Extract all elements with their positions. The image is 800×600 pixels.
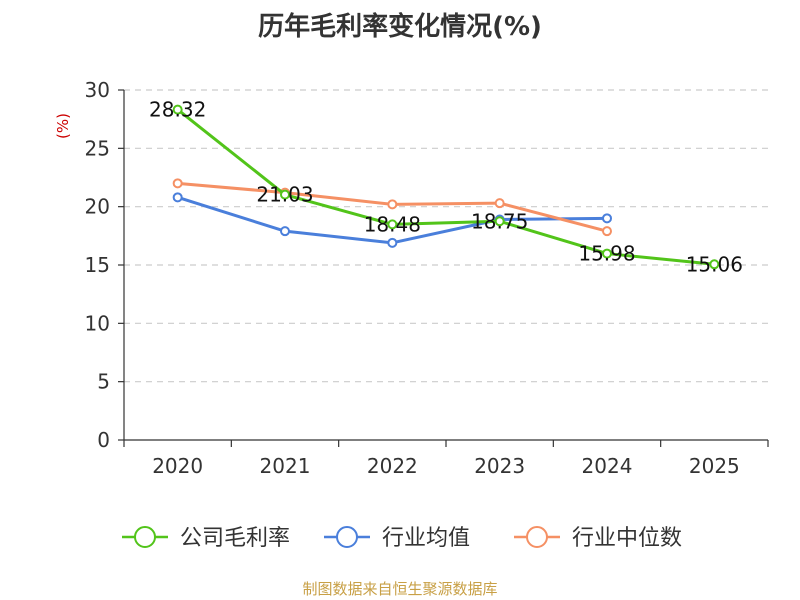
y-axis-unit-label: (%) bbox=[54, 113, 72, 139]
data-point-s1-2021 bbox=[280, 226, 290, 237]
legend-label-1: 行业均值 bbox=[382, 526, 470, 551]
x-tick-label-2021: 2021 bbox=[260, 454, 311, 478]
x-tick-label-2023: 2023 bbox=[474, 454, 525, 478]
y-tick-label-15: 15 bbox=[85, 253, 110, 277]
data-point-s0-2023 bbox=[494, 216, 505, 227]
series-line-0 bbox=[176, 108, 715, 266]
data-point-s2-2022 bbox=[387, 199, 398, 210]
x-tick-label-2024: 2024 bbox=[582, 454, 633, 478]
series-lines bbox=[172, 104, 720, 270]
data-point-s1-2024 bbox=[602, 213, 612, 224]
legend-label-0: 公司毛利率 bbox=[180, 526, 290, 551]
data-point-s2-2024 bbox=[602, 226, 612, 237]
grid-lines bbox=[124, 89, 768, 383]
data-point-s0-2020 bbox=[172, 104, 183, 115]
y-tick-label-30: 30 bbox=[85, 78, 110, 102]
x-tick-label-2025: 2025 bbox=[689, 454, 740, 478]
data-point-s0-2024 bbox=[602, 248, 612, 259]
x-tick-label-2022: 2022 bbox=[367, 454, 418, 478]
y-tick-label-0: 0 bbox=[97, 428, 110, 452]
legend-marker-2 bbox=[526, 526, 548, 548]
data-labels: 28.32 21.03 18.48 18.75 15.98 15.06 bbox=[149, 98, 743, 277]
data-point-s1-2022 bbox=[387, 237, 398, 248]
data-point-s0-2022 bbox=[387, 219, 398, 230]
legend-label-2: 行业中位数 bbox=[572, 526, 682, 551]
chart-title: 历年毛利率变化情况(%) bbox=[258, 12, 542, 42]
x-tick-label-2020: 2020 bbox=[152, 454, 203, 478]
data-label-2024: 15.98 bbox=[578, 242, 635, 266]
data-label-2023: 18.75 bbox=[471, 209, 528, 233]
data-label-2022: 18.48 bbox=[364, 212, 421, 236]
y-tick-label-25: 25 bbox=[85, 136, 110, 160]
data-point-s2-2020 bbox=[172, 178, 183, 189]
legend-marker-1 bbox=[336, 526, 358, 548]
data-point-s1-2020 bbox=[172, 192, 183, 203]
source-note: 制图数据来自恒生聚源数据库 bbox=[302, 580, 498, 598]
y-tick-label-5: 5 bbox=[97, 370, 110, 394]
data-point-s0-2021 bbox=[280, 189, 290, 200]
data-label-2020: 28.32 bbox=[149, 98, 206, 122]
legend-marker-0 bbox=[134, 526, 156, 548]
y-tick-label-20: 20 bbox=[85, 195, 110, 219]
y-tick-label-10: 10 bbox=[85, 311, 110, 335]
legend: 公司毛利率 行业均值 行业中位数 bbox=[122, 526, 682, 551]
data-point-s0-2025 bbox=[709, 259, 720, 270]
data-label-2025: 15.06 bbox=[686, 252, 743, 276]
data-label-2021: 21.03 bbox=[256, 183, 313, 207]
data-point-s2-2023 bbox=[494, 198, 505, 209]
